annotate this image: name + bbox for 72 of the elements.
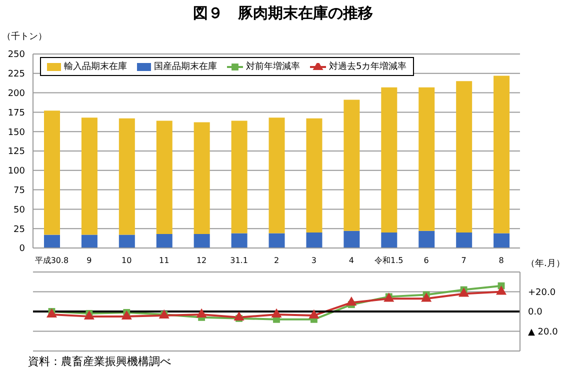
x-axis-title: （年.月）: [526, 258, 565, 270]
y-tick-label: 250: [8, 50, 26, 60]
y-tick-label: 225: [8, 70, 25, 80]
bar: [418, 230, 435, 248]
bar: [44, 234, 60, 248]
bar: [306, 118, 322, 232]
y-tick-label: 175: [8, 108, 25, 118]
point: [496, 286, 507, 295]
bar: [344, 100, 360, 231]
point: [421, 292, 432, 302]
legend-label: 対過去5カ年増減率: [329, 60, 407, 73]
x-tick-label: 12: [196, 256, 207, 265]
legend-label: 国産品期末在庫: [154, 60, 217, 73]
point: [234, 311, 244, 320]
point: [458, 288, 470, 297]
bar: [44, 110, 60, 235]
bar: [81, 234, 98, 248]
bar: [456, 81, 472, 232]
bar: [81, 118, 98, 235]
bar: [194, 122, 210, 234]
x-tick-label: 令和1.5: [374, 256, 404, 265]
x-tick-label: 10: [122, 256, 132, 265]
y-tick-label: 25: [14, 224, 25, 235]
bar: [344, 230, 360, 248]
point: [308, 309, 320, 318]
x-tick-label: 4: [348, 256, 354, 265]
y-axis-title: （千トン）: [2, 30, 47, 43]
point: [346, 296, 357, 306]
bar: [268, 118, 285, 234]
bar: [156, 234, 172, 248]
y-tick-label: 100: [8, 166, 26, 177]
x-tick-label: 3: [311, 256, 317, 265]
y-tick-label: 0.0: [528, 308, 543, 318]
text: 資料：農畜産業振興機構調べ: [28, 354, 171, 369]
bar: [456, 232, 472, 248]
x-tick-label: 31.1: [230, 256, 248, 265]
y-tick-label: 200: [8, 88, 26, 99]
bar: [306, 232, 322, 248]
bar: [381, 232, 398, 248]
y-tick-label: 50: [14, 205, 26, 216]
x-tick-label: 6: [424, 256, 429, 265]
y-tick-label: ▲ 20.0: [528, 327, 558, 338]
y-tick-label: 0: [19, 244, 26, 254]
y-tick-label: 150: [8, 128, 26, 138]
point: [196, 308, 207, 318]
bar: [418, 87, 435, 231]
bar: [194, 234, 210, 248]
bar: [494, 233, 510, 248]
y-tick-label: 75: [14, 186, 25, 196]
point: [46, 308, 57, 318]
point: [121, 310, 132, 320]
bar: [381, 87, 398, 232]
bar: [118, 118, 135, 235]
chart-title: 図９ 豚肉期末在庫の推移: [192, 4, 374, 23]
x-tick-label: 11: [159, 256, 170, 265]
x-tick-label: 2: [274, 256, 280, 265]
bar: [268, 233, 285, 248]
y-tick-label: 125: [8, 147, 25, 158]
bar: [118, 234, 135, 248]
legend-label: 対前年増減率: [246, 60, 300, 73]
point: [271, 308, 282, 318]
point: [84, 310, 94, 320]
bar: [156, 120, 172, 234]
y-tick-label: +20.0: [528, 288, 556, 298]
x-tick-label: 平成30.8: [34, 256, 69, 265]
bar: [494, 76, 510, 234]
x-tick-label: 8: [498, 256, 504, 265]
x-tick-label: 7: [461, 256, 466, 265]
legend-label: 輸入品期末在庫: [64, 60, 127, 73]
bar: [231, 120, 248, 234]
x-tick-label: 9: [86, 256, 92, 265]
bar: [231, 233, 248, 248]
